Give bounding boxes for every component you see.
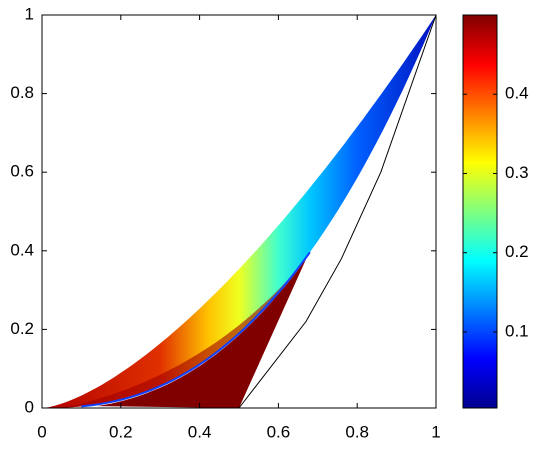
x-tick-label: 1 [431, 422, 440, 441]
x-tick-label: 0.4 [188, 422, 212, 441]
y-tick-label: 1 [25, 4, 34, 23]
y-tick-label: 0 [25, 397, 34, 416]
colorbar-tick-label: 0.1 [505, 321, 529, 340]
axes-box [41, 14, 437, 409]
field-edge [81, 251, 311, 408]
field-wedge [97, 259, 306, 408]
x-tick-label: 0.2 [109, 422, 133, 441]
boundary-line [238, 14, 437, 409]
x-tick-label: 0 [37, 422, 46, 441]
y-tick-label: 0.6 [10, 162, 34, 181]
y-tick-label: 0.4 [10, 240, 34, 259]
x-tick-label: 0.6 [267, 422, 291, 441]
colorbar-tick-label: 0.3 [505, 163, 529, 182]
colorbar [462, 14, 498, 409]
y-tick-label: 0.8 [10, 83, 34, 102]
y-tick-label: 0.2 [10, 319, 34, 338]
colorbar-tick-label: 0.2 [505, 242, 529, 261]
colorbar-tick-label: 0.4 [505, 84, 529, 103]
x-tick-label: 0.8 [345, 422, 369, 441]
